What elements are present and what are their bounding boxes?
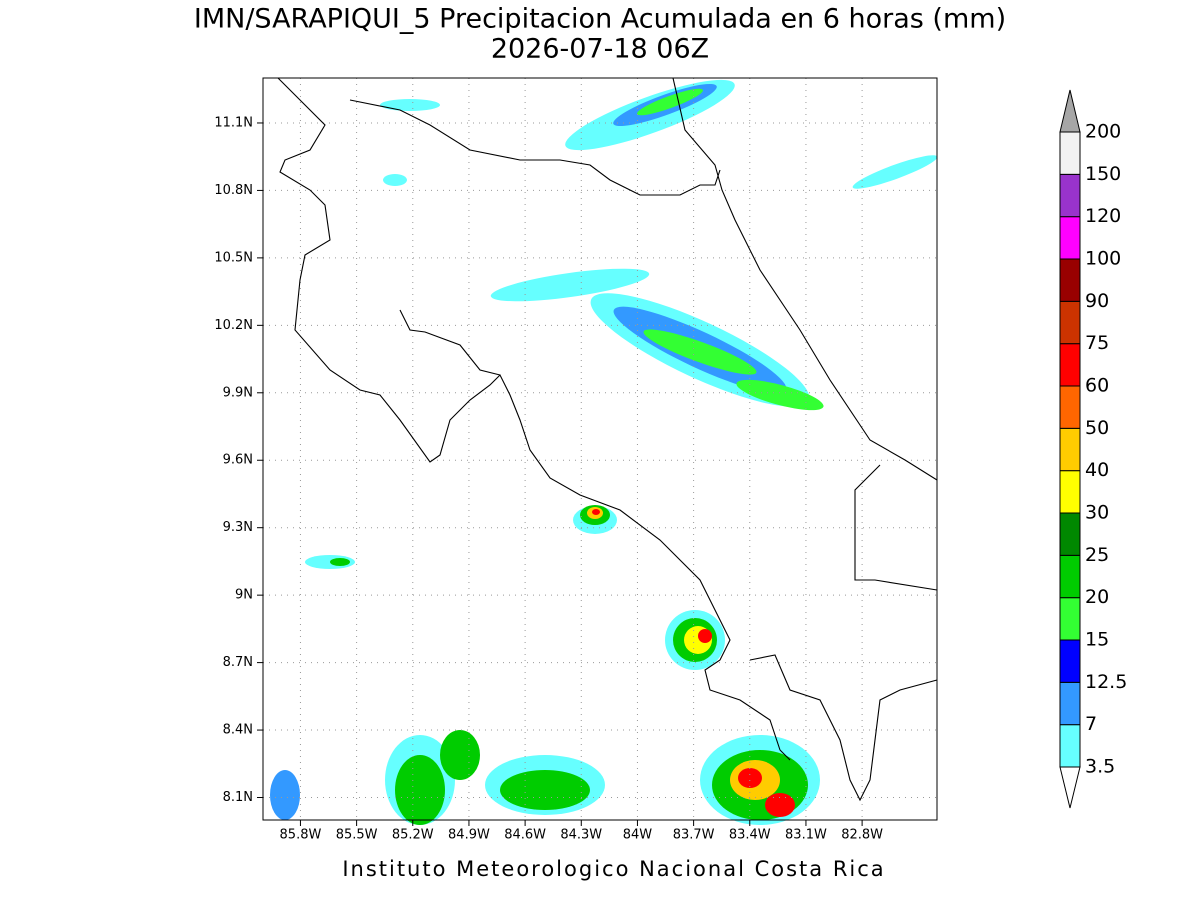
y-tick-label: 9.9N [223, 385, 253, 400]
colorbar-box [1059, 470, 1081, 514]
colorbar: 3.5 7 12.5 15 20 25 30 40 50 60 75 90 100 120 150 200 [1059, 89, 1127, 809]
colorbar-box [1059, 131, 1081, 175]
colorbar-label: 75 [1085, 332, 1109, 354]
colorbar-box [1059, 300, 1081, 345]
y-tick-label: 8.1N [223, 790, 253, 805]
colorbar-label: 15 [1085, 629, 1109, 651]
colorbar-label: 100 [1085, 248, 1121, 270]
colorbar-box [1059, 343, 1081, 387]
colorbar-label: 20 [1085, 586, 1109, 608]
y-tick-label: 10.2N [214, 318, 253, 333]
y-tick-label: 9.3N [223, 520, 253, 535]
x-tick-label: 82.8W [841, 828, 883, 843]
precipitation-field [270, 79, 938, 825]
y-tick-label: 9.6N [223, 453, 253, 468]
x-tick-label: 83.7W [673, 828, 715, 843]
colorbar-box [1059, 385, 1081, 429]
x-tick-label: 85.5W [336, 828, 378, 843]
colorbar-box [1059, 554, 1081, 599]
y-tick-label: 8.4N [223, 723, 253, 738]
colorbar-label: 50 [1085, 417, 1109, 439]
y-tick-label: 10.5N [214, 250, 253, 265]
colorbar-box [1059, 724, 1081, 768]
y-tick-label: 10.8N [214, 183, 253, 198]
title: IMN/SARAPIQUI_5 Precipitacion Acumulada … [194, 4, 1006, 35]
colorbar-label: 200 [1085, 121, 1121, 143]
colorbar-over [1059, 89, 1081, 133]
colorbar-label: 60 [1085, 375, 1109, 397]
colorbar-box [1059, 639, 1081, 683]
colorbar-label: 7 [1085, 713, 1097, 735]
x-tick-label: 85.8W [280, 828, 322, 843]
colorbar-box [1059, 216, 1081, 260]
grid [263, 78, 937, 820]
colorbar-label: 25 [1085, 544, 1109, 566]
colorbar-box [1059, 258, 1081, 302]
x-tick-label: 85.2W [392, 828, 434, 843]
coastline [277, 77, 938, 802]
x-tick-label: 84.9W [448, 828, 490, 843]
x-tick-label: 83.4W [729, 828, 771, 843]
colorbar-box [1059, 597, 1081, 641]
colorbar-box [1059, 681, 1081, 726]
y-tick-label: 9N [235, 588, 253, 603]
colorbar-under [1059, 766, 1081, 809]
colorbar-label: 150 [1085, 163, 1121, 185]
x-tick-label: 84W [623, 828, 653, 843]
x-tick-label: 83.1W [785, 828, 827, 843]
map-frame [262, 77, 938, 821]
colorbar-label: 120 [1085, 205, 1121, 227]
colorbar-box [1059, 427, 1081, 472]
y-tick-label: 11.1N [214, 115, 253, 130]
colorbar-label: 40 [1085, 459, 1109, 481]
colorbar-box [1059, 512, 1081, 556]
subtitle: 2026-07-18 06Z [491, 34, 709, 65]
y-tick-label: 8.7N [223, 655, 253, 670]
colorbar-label: 90 [1085, 290, 1109, 312]
colorbar-box [1059, 173, 1081, 218]
x-tick-label: 84.6W [504, 828, 546, 843]
colorbar-label: 3.5 [1085, 756, 1115, 778]
colorbar-label: 12.5 [1085, 671, 1127, 693]
colorbar-label: 30 [1085, 502, 1109, 524]
footer: Instituto Meteorologico Nacional Costa R… [342, 857, 885, 881]
x-tick-label: 84.3W [560, 828, 602, 843]
